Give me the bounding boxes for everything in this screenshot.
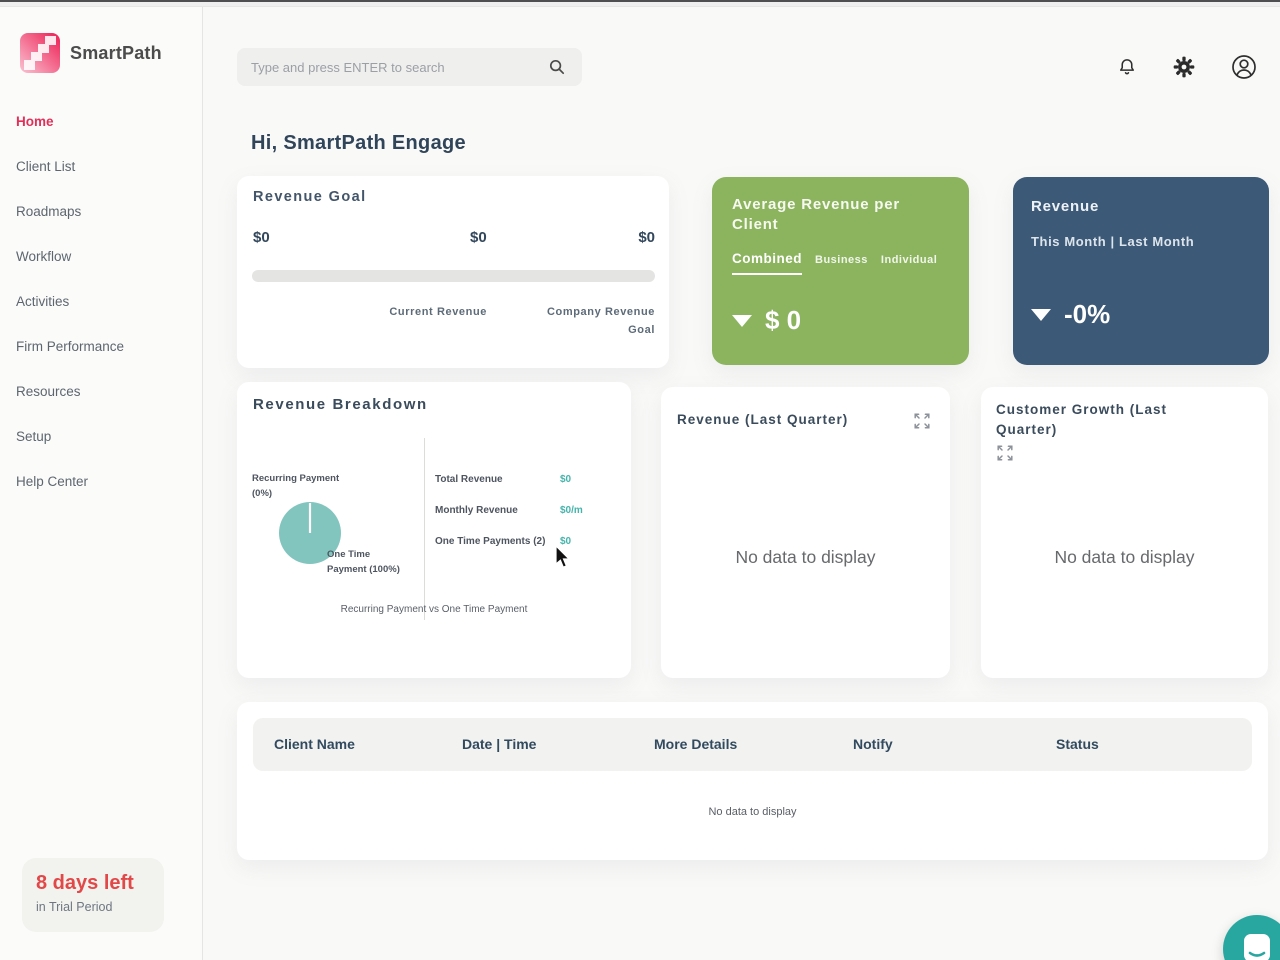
pie-label-recurring: Recurring Payment (0%)	[252, 473, 340, 499]
breakdown-caption: Recurring Payment vs One Time Payment	[340, 604, 528, 615]
customer-growth-card: Customer Growth (Last Quarter) No data t…	[981, 387, 1268, 678]
trend-down-icon	[1031, 308, 1051, 321]
trial-period-label: in Trial Period	[36, 900, 113, 914]
sidebar-item-client-list[interactable]: Client List	[16, 159, 76, 174]
sidebar-item-workflow[interactable]: Workflow	[16, 249, 72, 264]
revenue-goal-value-left: $0	[253, 229, 270, 246]
empty-state-text: No data to display	[735, 547, 876, 567]
revenue-last-quarter-title: Revenue (Last Quarter)	[677, 412, 849, 427]
column-header-notify: Notify	[853, 736, 893, 752]
trial-badge: 8 days left in Trial Period	[22, 858, 164, 932]
tab-individual[interactable]: Individual	[880, 254, 938, 266]
column-header-more-details: More Details	[654, 736, 738, 752]
stat-label-monthly-revenue: Monthly Revenue	[435, 505, 518, 516]
revenue-goal-value-middle: $0	[470, 229, 487, 246]
sidebar-item-setup[interactable]: Setup	[16, 429, 52, 444]
average-revenue-value-row: $ 0	[732, 305, 801, 336]
search-bar	[237, 48, 582, 86]
page-greeting: Hi, SmartPath Engage	[251, 132, 466, 154]
breakdown-divider	[424, 438, 425, 620]
settings-gear-icon[interactable]	[1172, 55, 1196, 79]
sidebar-item-roadmaps[interactable]: Roadmaps	[16, 204, 82, 219]
revenue-goal-card: Revenue Goal $0 $0 $0 Current Revenue Co…	[237, 176, 669, 368]
sidebar-item-home[interactable]: Home	[16, 114, 54, 129]
search-input[interactable]	[237, 48, 548, 86]
empty-state-text: No data to display	[1054, 547, 1195, 567]
sidebar: SmartPath Home Client List Roadmaps Work…	[0, 7, 203, 960]
table-empty-state-text: No data to display	[708, 806, 797, 818]
stat-value-one-time-payments: $0	[560, 536, 572, 547]
pie-label-one-time: One Time Payment (100%)	[327, 549, 400, 575]
tab-combined[interactable]: Combined	[732, 251, 802, 275]
profile-avatar-icon[interactable]	[1229, 52, 1259, 82]
revenue-last-quarter-card: Revenue (Last Quarter) No data to displa…	[661, 387, 950, 678]
column-header-status: Status	[1056, 736, 1099, 752]
revenue-breakdown-title: Revenue Breakdown	[253, 396, 428, 413]
fullscreen-expand-icon[interactable]	[914, 413, 932, 431]
sidebar-item-help-center[interactable]: Help Center	[16, 474, 89, 489]
revenue-month-subtitle: This Month | Last Month	[1031, 234, 1195, 249]
table-header-row: Client Name Date | Time More Details Not…	[253, 718, 1252, 771]
revenue-month-value-row: -0%	[1031, 299, 1110, 330]
stat-label-one-time-payments: One Time Payments (2)	[435, 536, 546, 547]
average-revenue-title: Average Revenue per Client	[732, 196, 901, 234]
stat-value-total-revenue: $0	[560, 474, 572, 485]
window-top-strip	[0, 2, 1280, 7]
revenue-breakdown-pie-chart	[279, 502, 341, 564]
customer-growth-title: Customer Growth (Last Quarter)	[996, 402, 1168, 437]
tab-business[interactable]: Business	[815, 254, 868, 266]
search-icon[interactable]	[548, 58, 566, 76]
brand-name: SmartPath	[70, 42, 162, 63]
trend-down-icon	[732, 314, 752, 327]
revenue-goal-value-right: $0	[638, 229, 655, 246]
notifications-bell-icon[interactable]	[1115, 55, 1139, 79]
revenue-breakdown-card: Revenue Breakdown Recurring Payment (0%)…	[237, 382, 631, 678]
sidebar-nav: Home Client List Roadmaps Workflow Activ…	[16, 114, 124, 519]
sidebar-item-resources[interactable]: Resources	[16, 384, 81, 399]
smartpath-logo-icon	[20, 33, 60, 73]
average-revenue-tabs: Combined Business Individual	[732, 251, 937, 275]
average-revenue-card: Average Revenue per Client Combined Busi…	[712, 177, 969, 365]
clients-table-card: Client Name Date | Time More Details Not…	[237, 702, 1268, 860]
fullscreen-expand-icon[interactable]	[997, 445, 1015, 463]
current-revenue-label: Current Revenue	[389, 306, 487, 318]
revenue-goal-title: Revenue Goal	[253, 189, 367, 205]
sidebar-item-firm-performance[interactable]: Firm Performance	[16, 339, 125, 354]
revenue-month-title: Revenue	[1031, 198, 1100, 215]
chat-messenger-icon[interactable]	[1223, 915, 1280, 960]
stat-value-monthly-revenue: $0/m	[560, 505, 583, 516]
stat-label-total-revenue: Total Revenue	[435, 474, 503, 485]
brand: SmartPath	[20, 33, 162, 73]
trial-days-left: 8 days left	[36, 872, 134, 894]
revenue-month-card: Revenue This Month | Last Month -0%	[1013, 177, 1269, 365]
average-revenue-value: $ 0	[765, 305, 802, 335]
revenue-goal-progress-bar	[252, 270, 655, 282]
column-header-client-name: Client Name	[274, 736, 355, 752]
company-revenue-goal-label: Company Revenue Goal	[546, 306, 655, 336]
revenue-month-value: -0%	[1064, 299, 1111, 329]
sidebar-item-activities[interactable]: Activities	[16, 294, 70, 309]
column-header-date-time: Date | Time	[462, 736, 537, 752]
window-top-edge	[0, 0, 1280, 2]
